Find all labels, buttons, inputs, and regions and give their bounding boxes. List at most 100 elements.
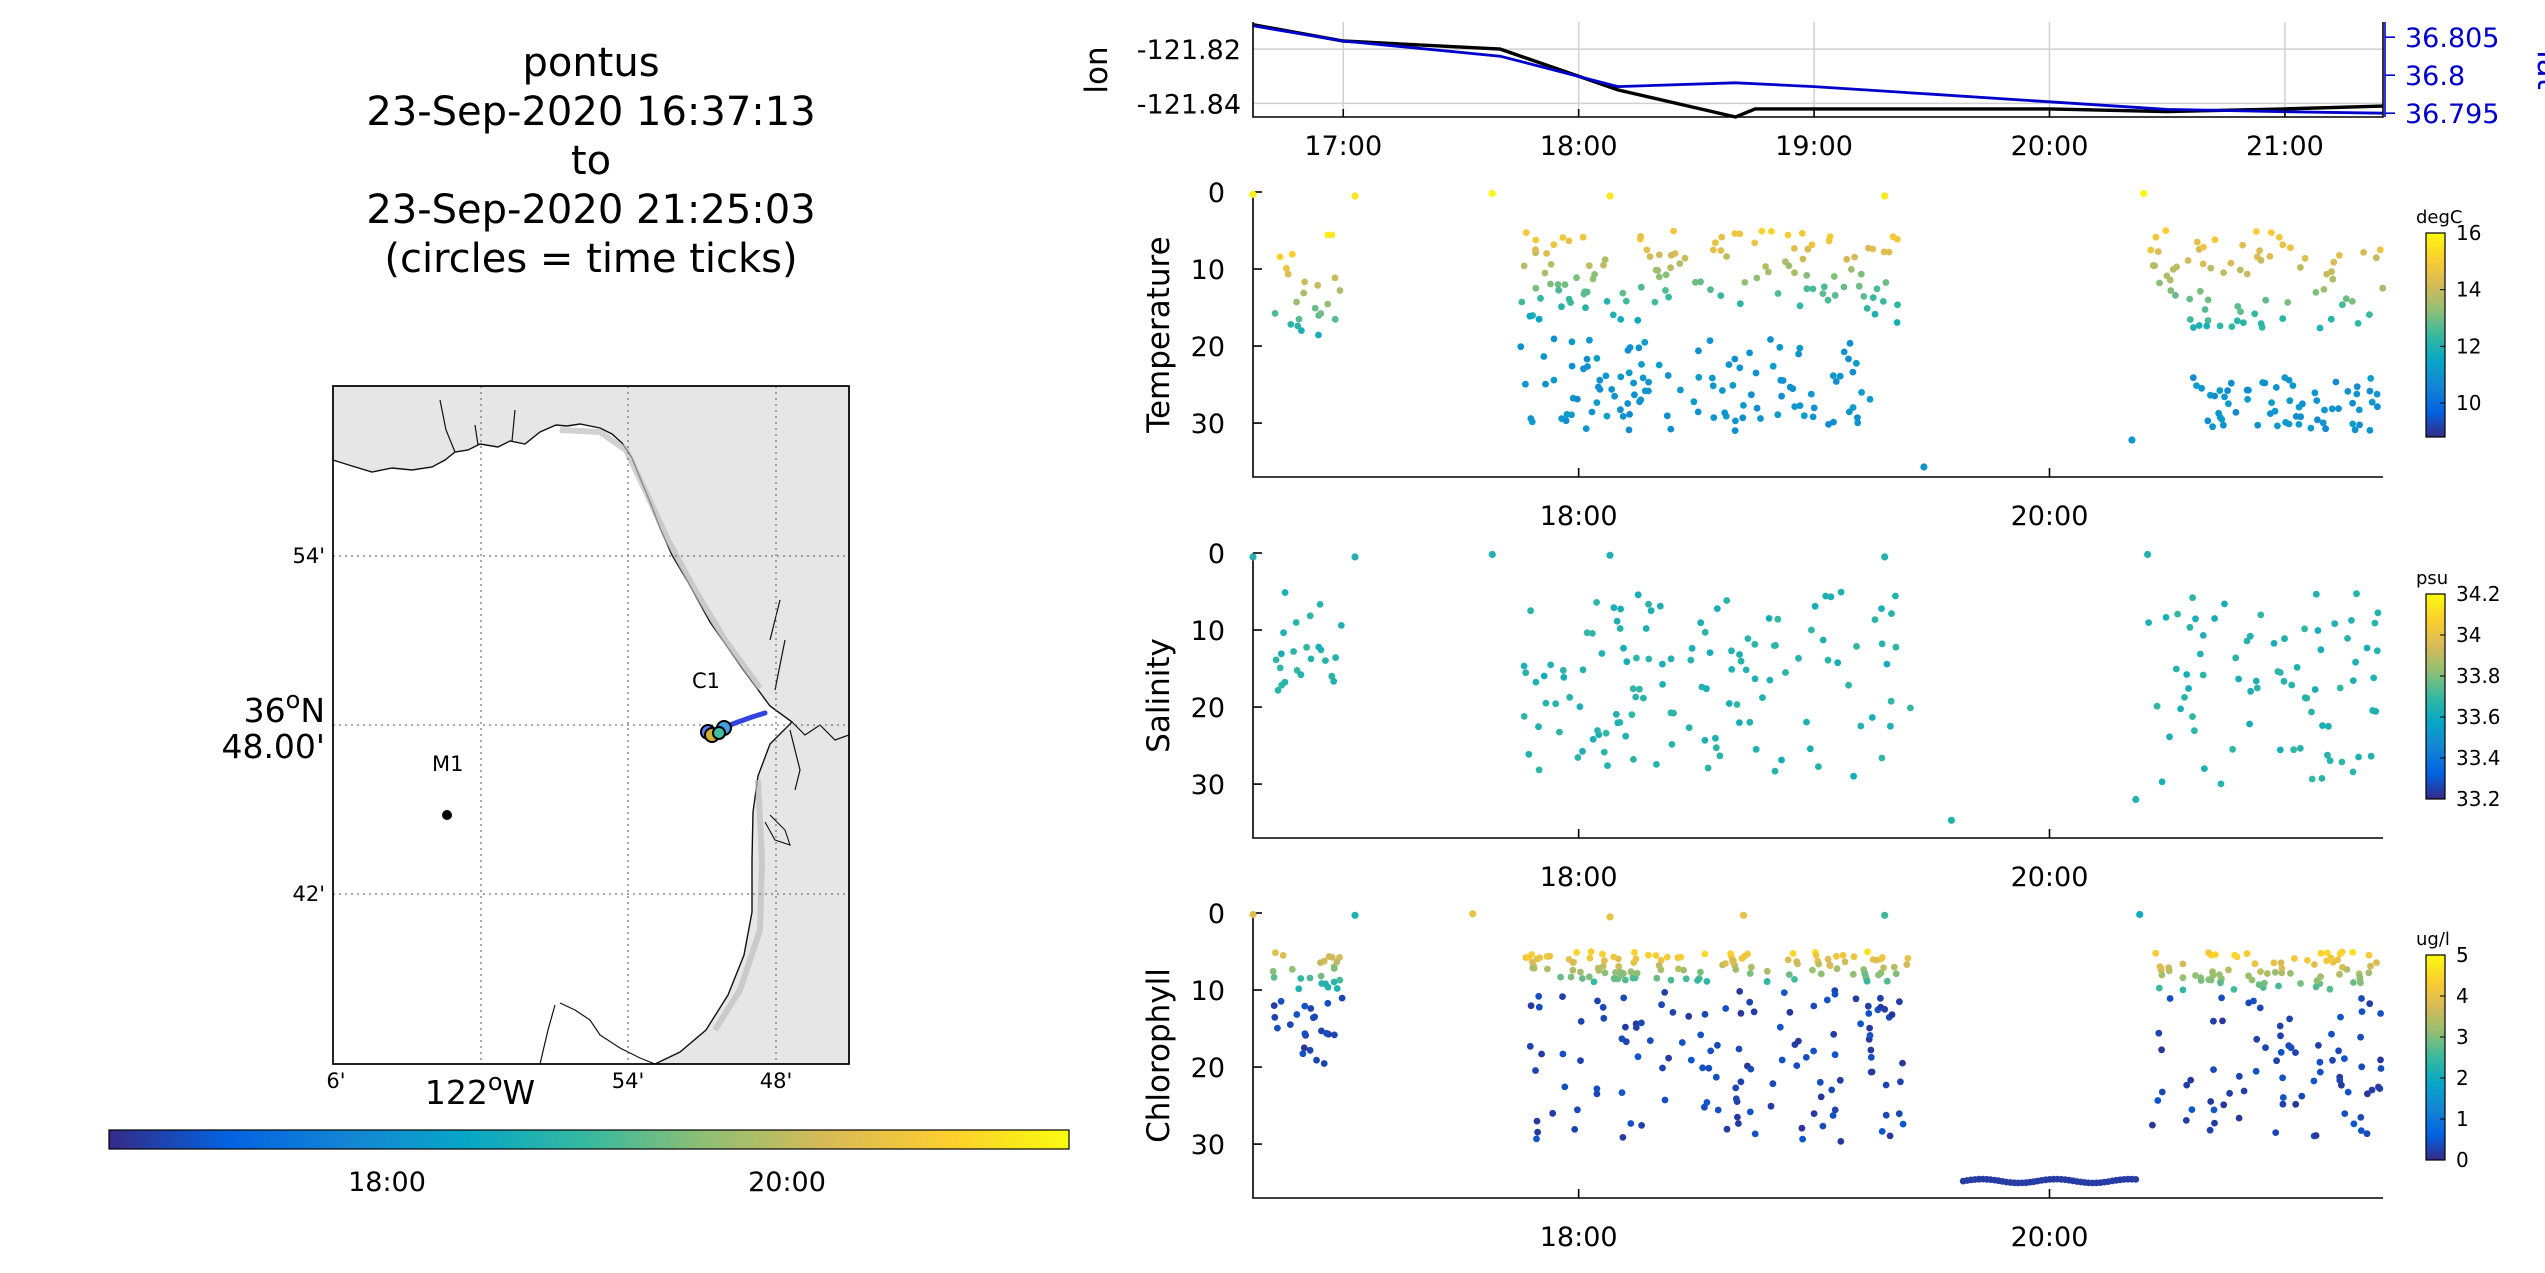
salinity-point — [1616, 625, 1624, 632]
temperature-point — [1624, 347, 1632, 354]
temperature-point — [2286, 397, 2294, 405]
salinity-point — [2166, 733, 2173, 741]
salinity-point — [1527, 607, 1534, 615]
temperature-point — [2319, 419, 2327, 427]
salinity-y-tick: 20 — [1191, 693, 1225, 724]
chlorophyll-y-tick: 0 — [1208, 899, 1225, 930]
temperature-point — [1331, 315, 1339, 323]
temperature-point — [2189, 374, 2197, 382]
chlorophyll-point — [2235, 1114, 2243, 1122]
temperature-point — [1617, 373, 1625, 381]
chlorophyll-point — [2255, 981, 2263, 988]
temperature-y-tick: 0 — [1208, 178, 1225, 209]
chlorophyll-point — [1577, 1057, 1584, 1064]
chlorophyll-point — [2272, 1129, 2280, 1136]
map-lat-tick-54: 54' — [293, 544, 326, 568]
chlorophyll-point — [1794, 960, 1801, 968]
chlorophyll-point — [1817, 1093, 1825, 1101]
temperature-point — [2287, 244, 2294, 252]
chlorophyll-point — [2311, 961, 2318, 968]
chlorophyll-point — [2365, 951, 2373, 959]
temperature-point — [2195, 322, 2203, 329]
chlorophyll-point — [1703, 978, 1711, 985]
temperature-point — [1601, 256, 1609, 263]
chlorophyll-point — [2188, 1106, 2196, 1113]
salinity-panel: 0 10 20 30 18:00 20:00 Salinity psu 34.2 34 33.8 33… — [1141, 539, 2501, 893]
salinity-point — [1290, 648, 1297, 655]
chlorophyll-point — [1301, 1002, 1309, 1010]
temperature-point — [1681, 254, 1689, 262]
temperature-point — [1819, 290, 1827, 297]
chlorophyll-point — [1763, 967, 1771, 975]
temperature-point — [2349, 399, 2357, 407]
salinity-point — [1583, 629, 1591, 637]
position-ylabel-right: lat — [2530, 50, 2545, 90]
chlorophyll-point — [2349, 949, 2357, 956]
temperature-point — [1843, 255, 1851, 263]
salinity-point — [2253, 684, 2261, 692]
temperature-point — [1776, 343, 1784, 351]
salinity-point — [1566, 693, 1574, 701]
temperature-point — [1637, 233, 1644, 240]
station-m1-marker[interactable] — [442, 810, 452, 820]
chlorophyll-point — [2183, 1081, 2191, 1089]
salinity-colorbar-gradient — [2425, 593, 2446, 800]
salinity-point — [2235, 675, 2243, 683]
temperature-point — [2339, 301, 2346, 309]
chlorophyll-colorbar-tick: 3 — [2456, 1025, 2469, 1049]
chlorophyll-point — [1632, 955, 1640, 963]
salinity-point — [1559, 666, 1567, 674]
temperature-point — [2289, 382, 2297, 389]
chlorophyll-point — [1677, 953, 1685, 961]
temperature-point — [1624, 400, 1632, 407]
chlorophyll-point — [1877, 994, 1884, 1002]
chlorophyll-point — [1659, 1064, 1666, 1072]
temperature-point — [1622, 297, 1630, 305]
temperature-point — [1719, 387, 1726, 394]
chlorophyll-point — [1631, 949, 1638, 956]
chlorophyll-point — [1526, 1042, 1534, 1050]
chlorophyll-point — [1817, 970, 1825, 978]
chlorophyll-point — [2179, 974, 2187, 982]
salinity-point — [2370, 674, 2378, 682]
salinity-point — [1612, 710, 1620, 718]
chlorophyll-point — [1735, 1120, 1742, 1127]
temperature-point — [1826, 233, 1834, 241]
salinity-point — [2373, 647, 2381, 655]
temperature-point — [2275, 233, 2283, 241]
chlorophyll-point — [2344, 1088, 2352, 1096]
chlorophyll-point — [1703, 1099, 1711, 1106]
position-x-tick: 20:00 — [2011, 131, 2089, 162]
chlorophyll-point — [2273, 1057, 2281, 1065]
temperature-point — [2372, 254, 2380, 262]
temperature-point — [1807, 390, 1815, 398]
temperature-point — [1537, 294, 1544, 302]
salinity-point — [1556, 728, 1563, 736]
salinity-point — [1736, 651, 1743, 658]
temperature-point — [1554, 281, 1562, 288]
temperature-point — [1707, 286, 1714, 293]
salinity-point — [1668, 741, 1676, 748]
chlorophyll-point — [1849, 970, 1857, 978]
salinity-colorbar: psu 34.2 34 33.8 33.6 33.4 33.2 — [2416, 568, 2501, 811]
chlorophyll-point — [1622, 976, 1629, 984]
map[interactable]: 54' 42' 36oN 48.00' 6' 54' 48' 122oW M1 … — [221, 385, 850, 1112]
salinity-point — [2257, 611, 2265, 619]
temperature-point — [1301, 278, 1308, 286]
temperature-point — [2128, 436, 2136, 444]
chlorophyll-point — [1707, 1047, 1715, 1055]
map-lat-center-minutes: 48.00' — [221, 727, 325, 766]
temperature-point — [2329, 275, 2337, 283]
temperature-point — [1655, 273, 1663, 281]
salinity-point — [1633, 654, 1640, 662]
temperature-point — [2261, 379, 2269, 387]
temperature-point — [2256, 247, 2264, 255]
temperature-point — [2173, 263, 2181, 271]
temperature-colorbar-tick: 14 — [2456, 278, 2481, 302]
chlorophyll-point — [2245, 972, 2252, 980]
temperature-point — [2152, 233, 2160, 241]
temperature-point — [2336, 252, 2343, 259]
temperature-colorbar-unit: degC — [2416, 207, 2463, 228]
temperature-point — [1655, 361, 1663, 369]
temperature-point — [1287, 321, 1295, 328]
